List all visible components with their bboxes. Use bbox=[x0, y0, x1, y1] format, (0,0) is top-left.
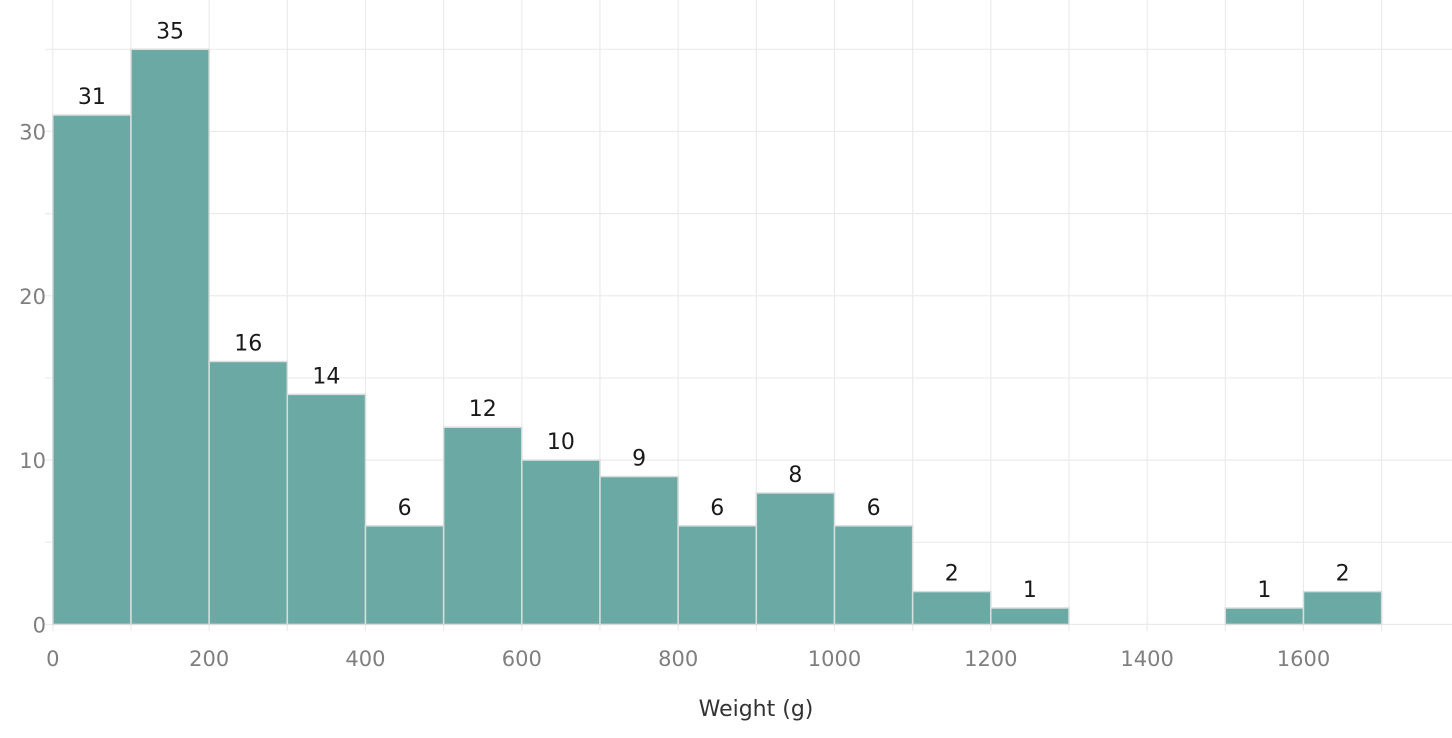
histogram-bar bbox=[130, 48, 210, 626]
y-tick-label: 10 bbox=[19, 449, 46, 473]
histogram-bar bbox=[208, 360, 289, 626]
y-tick-label: 30 bbox=[19, 120, 46, 144]
histogram-bar bbox=[52, 114, 132, 626]
bars-layer bbox=[52, 48, 1383, 626]
y-tick-label: 20 bbox=[19, 285, 46, 309]
histogram-bar bbox=[911, 590, 992, 626]
x-tick-label: 800 bbox=[658, 647, 698, 671]
histogram-bar bbox=[677, 525, 758, 626]
bar-data-label: 1 bbox=[1023, 578, 1037, 603]
histogram-bar bbox=[833, 525, 914, 626]
histogram-bar bbox=[990, 607, 1070, 626]
histogram-bar bbox=[442, 426, 523, 626]
bar-data-label: 6 bbox=[710, 496, 724, 521]
histogram-bar bbox=[599, 475, 679, 626]
histogram-bar bbox=[1224, 607, 1305, 626]
histogram-bar bbox=[1302, 590, 1383, 626]
histogram-bar bbox=[286, 393, 367, 626]
grid-layer bbox=[45, 0, 1452, 631]
x-tick-label: 1200 bbox=[964, 647, 1017, 671]
x-tick-label: 400 bbox=[345, 647, 385, 671]
x-tick-label: 1400 bbox=[1120, 647, 1173, 671]
x-tick-label: 1600 bbox=[1277, 647, 1330, 671]
bar-data-label: 8 bbox=[788, 463, 802, 488]
bar-data-label: 9 bbox=[632, 447, 646, 472]
bar-data-label: 6 bbox=[398, 496, 412, 521]
y-tick-label: 0 bbox=[33, 613, 46, 637]
y-axis-ticks: 0 10 20 30 bbox=[19, 120, 46, 637]
bar-data-label: 1 bbox=[1257, 578, 1271, 603]
x-tick-label: 0 bbox=[46, 647, 59, 671]
bar-data-label: 31 bbox=[78, 85, 106, 110]
bar-data-label: 12 bbox=[469, 397, 497, 422]
histogram-bar bbox=[521, 459, 601, 626]
bar-data-label: 10 bbox=[547, 430, 575, 455]
bar-data-label: 2 bbox=[945, 562, 959, 587]
x-axis-title: Weight (g) bbox=[699, 697, 814, 722]
x-tick-label: 600 bbox=[502, 647, 542, 671]
x-tick-label: 200 bbox=[189, 647, 229, 671]
histogram-bar bbox=[755, 492, 836, 626]
histogram-bar bbox=[364, 525, 445, 626]
bar-data-label: 2 bbox=[1336, 562, 1350, 587]
bar-data-label: 6 bbox=[867, 496, 881, 521]
x-tick-label: 1000 bbox=[808, 647, 861, 671]
bar-data-label: 14 bbox=[312, 364, 340, 389]
bar-data-label: 16 bbox=[234, 332, 262, 357]
x-axis-ticks: 0 200 400 600 800 1000 1200 1400 1600 bbox=[46, 647, 1330, 671]
bar-data-label: 35 bbox=[156, 19, 184, 44]
